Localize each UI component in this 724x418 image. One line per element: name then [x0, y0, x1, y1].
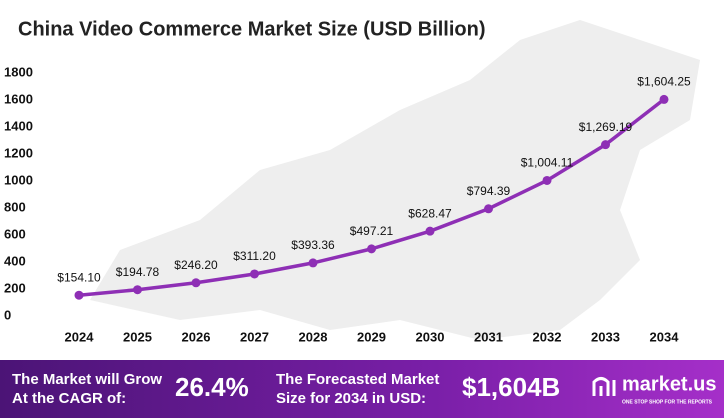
value-label: $393.36 [291, 238, 335, 252]
value-label: $628.47 [408, 206, 452, 220]
value-label: $1,004.11 [521, 156, 574, 170]
y-tick-label: 1600 [4, 91, 33, 106]
y-tick-label: 1800 [4, 64, 33, 79]
x-tick-label: 2030 [416, 329, 445, 344]
value-label: $497.21 [350, 224, 394, 238]
point [542, 175, 552, 185]
x-tick-label: 2027 [240, 329, 269, 344]
y-tick-label: 400 [4, 253, 26, 268]
point [250, 269, 259, 279]
brand-logo [592, 377, 616, 396]
value-label: $1,604.25 [637, 75, 691, 89]
point [191, 278, 201, 288]
y-tick-label: 800 [4, 199, 26, 214]
forecast-value: $1,604B [462, 372, 560, 402]
x-tick-label: 2026 [182, 329, 211, 344]
x-tick-label: 2034 [650, 329, 680, 344]
point [484, 204, 493, 214]
value-label: $194.78 [116, 265, 160, 279]
cagr-text: The Market will Grow [12, 371, 162, 388]
value-label: $794.39 [467, 184, 511, 198]
x-tick-label: 2025 [123, 329, 152, 344]
x-tick-label: 2033 [591, 329, 620, 344]
cagr-value: 26.4% [175, 372, 249, 402]
point [133, 285, 142, 295]
y-tick-label: 600 [4, 226, 26, 241]
x-tick-label: 2029 [357, 329, 386, 344]
brand-tagline: ONE STOP SHOP FOR THE REPORTS [622, 399, 713, 405]
x-tick-label: 2031 [474, 329, 503, 344]
y-tick-label: 0 [4, 307, 11, 322]
point [308, 258, 318, 268]
point [601, 140, 610, 150]
point [659, 94, 669, 104]
forecast-text: The Forecasted Market [276, 371, 439, 388]
x-tick-label: 2028 [299, 329, 328, 344]
point [74, 290, 84, 300]
y-tick-label: 200 [4, 280, 26, 295]
forecast-text: Size for 2034 in USD: [276, 390, 426, 407]
y-tick-label: 1000 [4, 172, 33, 187]
brand-name: market.us [622, 373, 717, 395]
map-silhouette [90, 20, 700, 340]
footer-band [0, 360, 724, 418]
y-tick-label: 1400 [4, 118, 33, 133]
x-tick-label: 2032 [533, 329, 562, 344]
point [425, 226, 435, 236]
y-tick-label: 1200 [4, 145, 33, 160]
value-label: $1,269.19 [579, 120, 633, 134]
value-label: $154.10 [57, 270, 101, 284]
x-tick-label: 2024 [65, 329, 95, 344]
cagr-text: At the CAGR of: [12, 390, 126, 407]
point [367, 244, 376, 254]
value-label: $246.20 [174, 258, 218, 272]
chart-title: China Video Commerce Market Size (USD Bi… [18, 18, 486, 40]
value-label: $311.20 [233, 249, 276, 263]
